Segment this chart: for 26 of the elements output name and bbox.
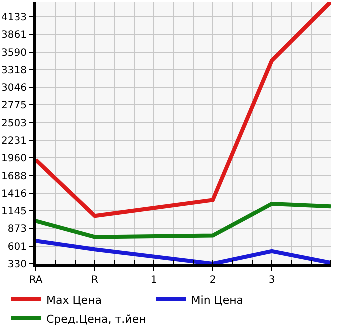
y-tick-label: 873 <box>8 224 27 236</box>
x-tick-label: RA <box>29 275 43 286</box>
x-tick-label: 2 <box>210 275 216 286</box>
y-tick-label: 2231 <box>2 136 27 148</box>
y-tick-label: 1416 <box>2 188 27 200</box>
y-tick-label: 2503 <box>2 118 27 130</box>
legend-label: Min Цена <box>191 294 244 307</box>
y-tick-label: 601 <box>8 242 27 253</box>
line-series <box>36 202 331 240</box>
y-tick-label: 330 <box>8 260 27 270</box>
y-tick-label: 3861 <box>2 30 27 42</box>
legend-label: Сред.Цена, т.йен <box>46 312 146 326</box>
y-tick-label: 1960 <box>2 154 27 165</box>
x-tick-label: 3 <box>268 275 276 286</box>
y-tick-label: 4133 <box>2 12 27 24</box>
y-tick-label: 2775 <box>2 100 27 112</box>
y-tick-label: 3046 <box>2 83 27 94</box>
x-tick-label: R <box>92 275 99 286</box>
y-tick-label: 1688 <box>2 171 27 182</box>
line-series <box>36 239 331 264</box>
line-series <box>36 2 331 218</box>
legend-label: Max Цена <box>46 294 102 307</box>
y-tick-label: 3318 <box>2 65 27 76</box>
y-tick-label: 3590 <box>2 48 27 59</box>
x-tick-label: 1 <box>150 275 158 286</box>
y-tick-label: 1145 <box>2 206 27 218</box>
